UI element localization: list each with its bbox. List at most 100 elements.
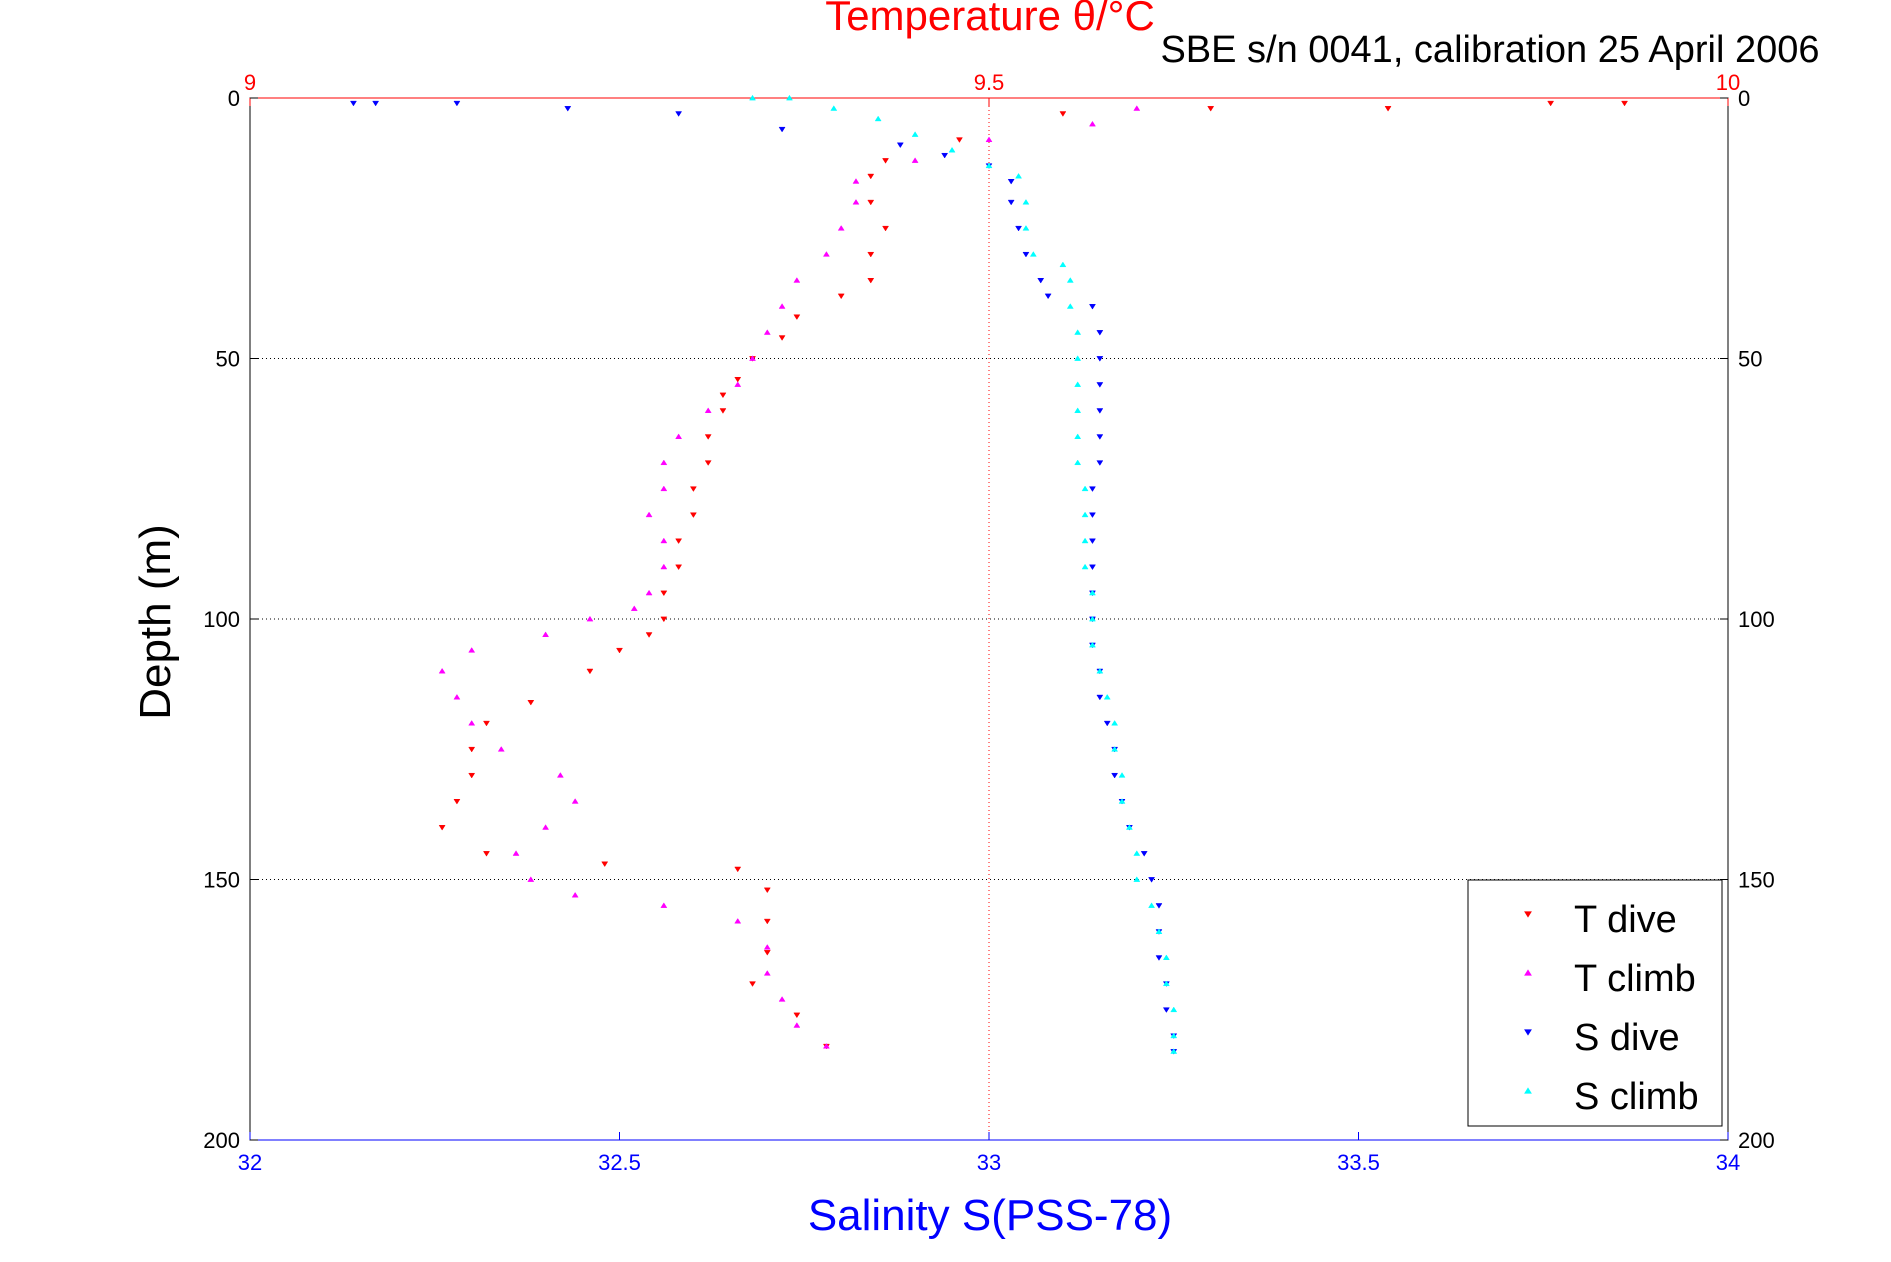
data-point: [675, 433, 683, 439]
data-point: [453, 693, 461, 700]
data-point: [941, 152, 949, 159]
salinity-tick-label: 32.5: [598, 1150, 641, 1175]
data-point: [778, 996, 786, 1002]
data-point: [1044, 293, 1052, 300]
data-point: [1015, 225, 1023, 232]
data-point: [837, 293, 845, 300]
data-point: [749, 981, 756, 987]
legend-label: T climb: [1574, 958, 1696, 1000]
data-point: [1096, 382, 1104, 388]
data-point: [660, 459, 668, 466]
data-point: [675, 111, 683, 117]
depth-tick-label-left: 100: [203, 607, 240, 632]
data-point: [1074, 433, 1082, 439]
data-point: [660, 616, 668, 623]
data-point: [1081, 511, 1089, 518]
data-point: [1125, 824, 1133, 830]
data-point: [704, 407, 712, 413]
data-point: [734, 376, 742, 383]
data-point: [438, 825, 446, 831]
depth-tick-label-right: 150: [1738, 868, 1775, 893]
data-point: [1111, 746, 1119, 752]
data-point: [1162, 954, 1170, 960]
data-point: [985, 136, 993, 143]
series-s-climb: [749, 94, 1178, 1054]
depth-tick-label-right: 0: [1738, 86, 1750, 111]
data-point: [1096, 460, 1104, 466]
legend-label: T dive: [1574, 899, 1677, 941]
data-point: [1621, 100, 1628, 107]
data-point: [874, 115, 882, 122]
data-point: [985, 162, 993, 169]
data-point: [1089, 304, 1096, 310]
data-point: [837, 225, 845, 231]
data-point: [1155, 903, 1163, 909]
data-point: [1074, 407, 1082, 413]
data-point: [955, 137, 963, 143]
data-point: [1162, 980, 1170, 987]
data-point: [1155, 928, 1163, 934]
data-point: [734, 866, 742, 873]
data-point: [1089, 615, 1096, 622]
temperature-tick-label: 9: [244, 70, 256, 95]
data-point: [1022, 199, 1030, 205]
data-point: [1133, 105, 1141, 111]
data-point: [1089, 486, 1096, 492]
data-point: [1074, 329, 1082, 335]
salinity-tick-label: 32: [238, 1150, 262, 1175]
data-point: [542, 631, 550, 637]
data-point: [527, 876, 535, 882]
data-point: [1066, 303, 1074, 309]
data-point: [1547, 100, 1555, 107]
depth-tick-label-left: 200: [203, 1128, 240, 1153]
data-point: [586, 615, 594, 622]
data-point: [350, 100, 357, 107]
data-point: [786, 94, 793, 101]
data-point: [1170, 1006, 1178, 1013]
data-point: [763, 970, 771, 976]
data-point: [1103, 720, 1111, 727]
data-point: [763, 887, 771, 894]
data-point: [1007, 179, 1015, 185]
data-point: [1074, 355, 1082, 361]
data-point: [542, 824, 550, 830]
data-point: [793, 314, 801, 320]
data-point: [1022, 251, 1030, 258]
data-point: [1384, 106, 1392, 112]
data-point: [1096, 694, 1104, 701]
data-point: [734, 381, 742, 387]
data-point: [497, 746, 505, 752]
grid-lines: [250, 98, 1728, 1140]
data-point: [1089, 641, 1096, 648]
legend-box: [1467, 879, 1723, 1127]
data-point: [719, 408, 727, 414]
data-point: [763, 944, 771, 950]
data-markers: [350, 94, 1628, 1055]
data-point: [1015, 172, 1023, 179]
data-point: [1133, 876, 1141, 882]
data-point: [1089, 512, 1096, 518]
data-point: [571, 891, 579, 898]
data-point: [778, 335, 786, 341]
data-point: [1059, 111, 1067, 117]
data-point: [1029, 251, 1037, 257]
data-point: [675, 538, 683, 545]
data-point: [1111, 772, 1119, 779]
data-point: [778, 126, 786, 133]
data-point: [911, 157, 919, 163]
depth-tick-label-right: 100: [1738, 607, 1775, 632]
salinity-tick-label: 34: [1716, 1150, 1740, 1175]
data-point: [689, 486, 697, 492]
data-point: [734, 918, 742, 924]
data-point: [1037, 278, 1045, 284]
data-point: [1022, 225, 1030, 231]
data-point: [896, 142, 904, 149]
y-axis-label: Depth (m): [131, 524, 180, 720]
data-point: [675, 564, 683, 571]
data-point: [571, 798, 579, 804]
data-point: [911, 131, 919, 137]
data-point: [616, 647, 623, 654]
data-point: [867, 278, 875, 284]
data-point: [556, 772, 564, 778]
data-point: [793, 1022, 801, 1028]
